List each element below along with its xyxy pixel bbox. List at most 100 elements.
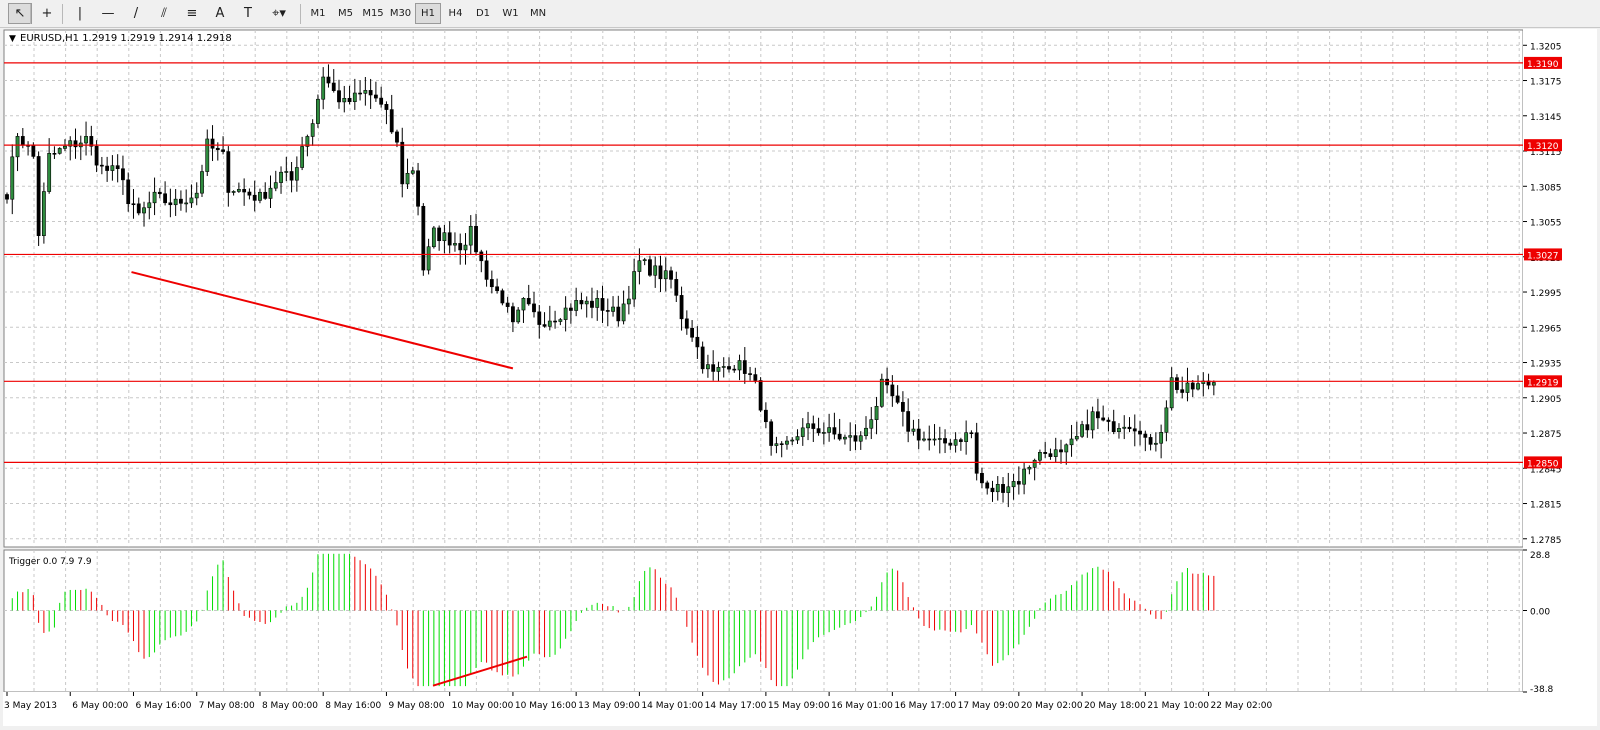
candle-bear [590,300,594,308]
candle-bear [136,203,141,214]
candle-bull [1090,411,1095,431]
trendline-icon[interactable]: / [133,6,139,21]
candle-bull [352,92,357,102]
horizontal-line-icon[interactable]: — [101,6,115,21]
candle-bull [47,153,52,192]
time-tick-label: 13 May 09:00 [578,701,640,711]
candle-bull [806,423,810,429]
price-tick-label: 1.2785 [1530,536,1562,546]
candle-bull [1122,426,1127,429]
candle-bull [142,207,146,214]
equidistant-channel-icon[interactable]: ⫽ [161,6,167,21]
candle-bull [68,140,73,147]
candle-bear [89,136,94,147]
candle-bull [57,148,62,154]
candle-bull [41,191,46,236]
vertical-line-icon[interactable]: | [77,6,83,21]
candle-bear [837,433,842,440]
timeframe-mn-button[interactable]: MN [529,8,547,19]
fibonacci-icon[interactable]: ≡ [186,6,198,21]
timeframe-h4-button[interactable]: H4 [448,8,463,19]
time-tick-label: 20 May 18:00 [1084,701,1146,711]
candle-bull [879,378,884,407]
toolbar-separator [62,4,63,24]
level-label-box [1524,248,1562,261]
candle-bear [969,432,974,434]
price-tick-label: 1.3175 [1530,78,1562,88]
candle-bear [247,191,252,196]
candle-bull [63,145,67,149]
indicator-trend-line [432,655,528,687]
timeframe-h1-button[interactable]: H1 [415,3,441,24]
candle-bear [532,303,536,313]
candle-bear [948,442,953,446]
chart-toolbar: ↖ + | — / ⫽ ≡ A T ⌖▾ M1 M5 M15 M30 H1 H4 D1 W1 MN [0,0,1600,28]
shapes-dropdown-icon[interactable]: ⌖▾ [272,6,286,21]
candle-bear [616,306,621,322]
candle-bear [779,443,784,446]
candle-bear [985,482,990,489]
candle-bull [716,367,721,372]
candle-bear [447,232,452,246]
chart-svg[interactable]: 1.3205 1.3175 1.3145 1.3115 1.3085 1.3055 1.30… [3,29,1597,726]
candle-bear [36,156,41,236]
candle-bear [495,286,500,292]
timeframe-m30-button[interactable]: M30 [389,8,412,19]
level-label: 1.3027 [1527,251,1559,261]
candle-bull [268,187,273,199]
candle-bear [126,179,131,205]
indicator-tick-label: 0.00 [1530,607,1550,617]
price-tick-label: 1.3145 [1530,113,1562,123]
candle-bull [774,443,779,446]
candle-bear [358,92,362,95]
candle-bull [663,270,668,280]
candle-bull [468,225,473,246]
candle-bear [568,307,573,311]
candle-bull [632,271,637,300]
text-label-icon[interactable]: T [244,6,252,21]
candle-bear [579,300,584,305]
cursor-arrow-icon[interactable]: ↖ [8,3,32,24]
indicator-pane [3,549,1524,693]
candle-bear [658,265,663,280]
timeframe-m5-button[interactable]: M5 [338,8,353,19]
candle-bear [1143,433,1148,438]
time-tick-label: 7 May 08:00 [199,701,255,711]
candle-bull [790,439,795,442]
candle-bear [537,311,542,325]
candle-bull [1185,382,1190,393]
candle-bear [389,109,394,133]
candle-bear [674,279,679,296]
time-tick-label: 16 May 01:00 [831,701,893,711]
symbol-dropdown-icon: ▼ [9,34,16,44]
time-tick-label: 14 May 01:00 [641,701,703,711]
timeframe-d1-button[interactable]: D1 [475,8,491,19]
candle-bear [885,378,889,386]
chart-area[interactable]: 1.3205 1.3175 1.3145 1.3115 1.3085 1.3055 1.30… [3,29,1597,726]
candle-bull [932,438,937,441]
candle-bull [1153,442,1158,445]
candle-bull [405,173,410,185]
candle-bear [1132,428,1137,432]
level-label-box [1524,139,1562,152]
time-tick-label: 8 May 00:00 [262,701,318,711]
candle-bull [737,360,742,371]
candle-bear [384,103,389,110]
candle-bear [421,205,426,271]
candle-bear [690,327,695,338]
candle-bear [1175,377,1179,390]
timeframe-m1-button[interactable]: M1 [310,8,326,19]
candle-bull [300,146,305,168]
candle-bear [811,423,816,429]
timeframe-m15-button[interactable]: M15 [362,8,384,19]
candle-bull [147,202,152,209]
candle-bear [906,411,911,432]
candle-bull [1011,481,1016,488]
candle-bear [505,302,510,307]
candle-bear [732,368,737,371]
timeframe-w1-button[interactable]: W1 [502,8,519,19]
candle-bull [848,435,853,438]
text-icon[interactable]: A [215,6,225,21]
crosshair-icon[interactable]: + [41,6,53,21]
candle-bull [595,298,600,308]
